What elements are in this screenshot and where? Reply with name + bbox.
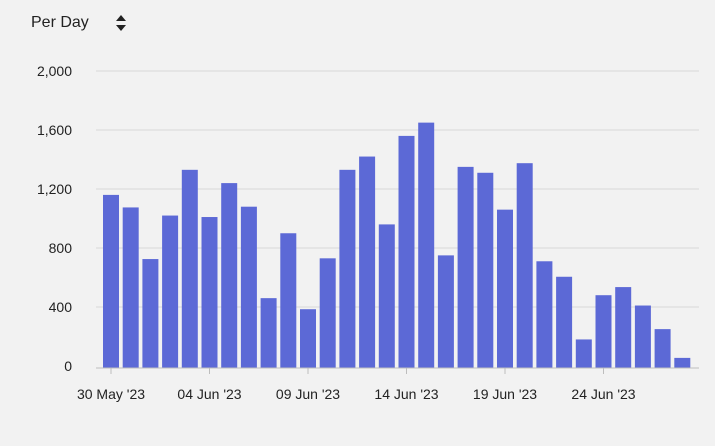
bar[interactable] [497,209,513,368]
y-tick-label: 1,200 [37,181,72,197]
bar[interactable] [654,329,671,368]
bar[interactable] [142,259,159,368]
bar[interactable] [221,183,238,368]
bar[interactable] [122,207,139,368]
bar[interactable] [575,339,592,368]
bar[interactable] [260,298,277,368]
bar[interactable] [103,194,119,368]
y-tick-label: 2,000 [37,63,72,79]
bar[interactable] [418,122,435,368]
x-tick-label: 24 Jun '23 [571,386,635,402]
bar[interactable] [280,233,297,368]
bar[interactable] [516,163,533,368]
bar[interactable] [615,287,632,368]
bar[interactable] [398,135,415,368]
y-tick-label: 400 [49,299,73,315]
period-select-label: Per Day [31,14,89,31]
bar[interactable] [201,217,218,368]
bar[interactable] [240,206,257,368]
bar[interactable] [319,258,336,368]
x-tick-label: 14 Jun '23 [374,386,438,402]
x-tick-label: 30 May '23 [77,386,145,402]
period-select[interactable]: Per Day [18,8,136,38]
bar[interactable] [595,295,612,368]
x-tick-label: 09 Jun '23 [276,386,340,402]
bar[interactable] [536,261,553,368]
bar[interactable] [457,166,474,368]
y-tick-label: 1,600 [37,122,72,138]
x-tick-label: 04 Jun '23 [177,386,241,402]
bar[interactable] [437,255,454,368]
y-tick-label: 0 [64,358,72,374]
bar[interactable] [300,309,316,368]
bar[interactable] [477,172,494,368]
bar[interactable] [339,169,356,368]
bar[interactable] [556,276,573,368]
bar[interactable] [378,224,395,368]
bar[interactable] [674,357,691,368]
y-tick-label: 800 [49,240,73,256]
x-tick-label: 19 Jun '23 [473,386,537,402]
sort-up-down-icon [116,15,126,31]
bar[interactable] [634,305,651,368]
bar[interactable] [162,215,179,368]
bar[interactable] [181,169,198,368]
bar[interactable] [359,156,376,368]
